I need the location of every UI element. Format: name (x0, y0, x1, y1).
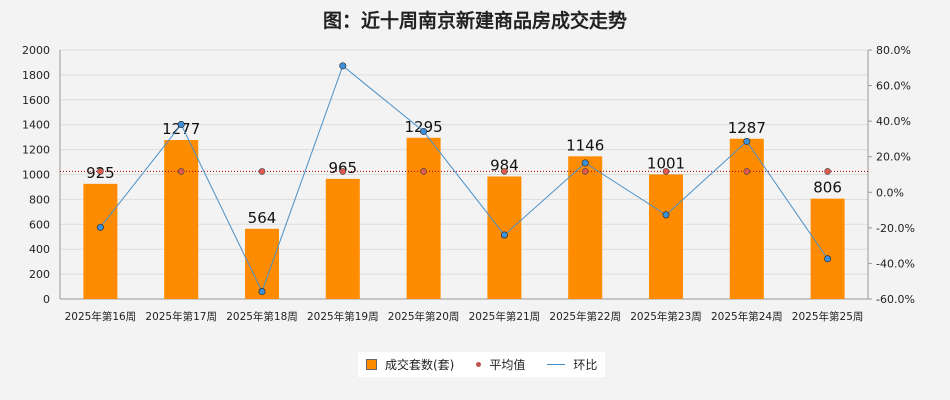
x-tick-label: 2025年第22周 (549, 310, 621, 323)
bar (649, 174, 683, 299)
x-tick-label: 2025年第17周 (145, 310, 217, 323)
legend-avg: 平均值 (476, 356, 525, 373)
left-tick-label: 200 (29, 268, 50, 281)
bar-value-label: 1001 (647, 154, 685, 172)
mom-point (96, 223, 104, 231)
right-tick-label: 20.0% (876, 151, 911, 164)
average-point (743, 168, 751, 175)
bar-value-label: 806 (813, 179, 842, 197)
legend-avg-marker (476, 362, 482, 367)
bar (568, 156, 603, 299)
right-tick-label: -60.0% (876, 293, 915, 306)
x-tick-label: 2025年第24周 (711, 310, 783, 323)
legend-bar-swatch (366, 359, 377, 370)
right-tick-label: -20.0% (876, 222, 915, 235)
average-point (501, 168, 508, 175)
right-tick-label: 80.0% (876, 44, 911, 57)
bar-value-label: 1287 (728, 119, 766, 137)
bar (729, 138, 764, 299)
legend-mom: 环比 (547, 356, 597, 373)
mom-point (581, 159, 589, 167)
mom-point (662, 211, 670, 219)
bar (83, 183, 118, 299)
mom-point (743, 137, 751, 145)
bar-value-label: 965 (328, 159, 357, 177)
legend-mom-marker (547, 364, 566, 365)
x-tick-label: 2025年第25周 (792, 310, 864, 323)
bar-value-label: 1295 (405, 118, 443, 136)
right-tick-label: 0.0% (876, 186, 904, 199)
x-tick-label: 2025年第19周 (307, 310, 379, 323)
bar (245, 228, 279, 299)
left-tick-label: 1600 (22, 94, 50, 107)
left-tick-label: 400 (29, 243, 50, 256)
mom-line (100, 64, 829, 293)
left-tick-label: 2000 (22, 44, 50, 57)
left-tick-label: 800 (29, 193, 50, 206)
average-point (339, 168, 347, 175)
mom-point (420, 127, 428, 135)
right-tick-label: -40.0% (876, 257, 915, 270)
bar-value-label: 1146 (566, 136, 604, 154)
mom-point (177, 121, 185, 129)
average-point (97, 168, 104, 175)
mom-point (258, 288, 266, 296)
mom-point (824, 255, 832, 263)
legend: 成交套数(套) 平均值 环比 (358, 352, 606, 377)
left-tick-label: 0 (43, 293, 50, 306)
right-tick-label: 40.0% (876, 115, 911, 128)
bar (164, 140, 199, 299)
x-tick-label: 2025年第21周 (469, 310, 541, 323)
average-point (581, 168, 589, 175)
bar-value-label: 564 (248, 209, 277, 227)
left-tick-label: 1000 (22, 169, 50, 182)
legend-bar: 成交套数(套) (366, 356, 454, 373)
left-tick-label: 1200 (22, 144, 50, 157)
mom-point (500, 231, 508, 239)
left-tick-label: 600 (29, 218, 50, 231)
bar-value-label: 984 (490, 156, 519, 174)
legend-label: 成交套数(套) (385, 358, 455, 372)
average-point (824, 168, 831, 175)
average-point (662, 168, 670, 175)
x-tick-label: 2025年第20周 (388, 310, 460, 323)
x-tick-label: 2025年第23周 (630, 310, 702, 323)
x-tick-label: 2025年第18周 (226, 310, 298, 323)
left-tick-label: 1800 (22, 69, 50, 82)
mom-point (339, 62, 347, 70)
legend-label: 平均值 (489, 358, 526, 372)
bar (810, 198, 845, 299)
average-point (420, 168, 427, 175)
left-tick-label: 1400 (22, 119, 50, 132)
average-point (258, 168, 266, 175)
right-tick-label: 60.0% (876, 80, 911, 93)
x-tick-label: 2025年第16周 (65, 310, 137, 323)
bar-value-label: 1277 (162, 120, 200, 138)
average-point (177, 168, 185, 175)
bar (325, 178, 360, 299)
legend-label: 环比 (573, 358, 598, 372)
bar (406, 137, 441, 299)
chart-title: 图：近十周南京新建商品房成交走势 (322, 10, 627, 32)
